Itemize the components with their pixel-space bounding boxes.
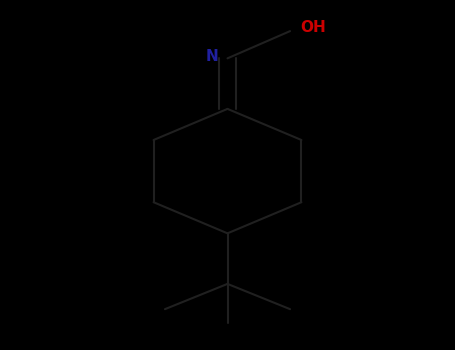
Text: OH: OH xyxy=(300,21,326,35)
Text: N: N xyxy=(205,49,218,64)
